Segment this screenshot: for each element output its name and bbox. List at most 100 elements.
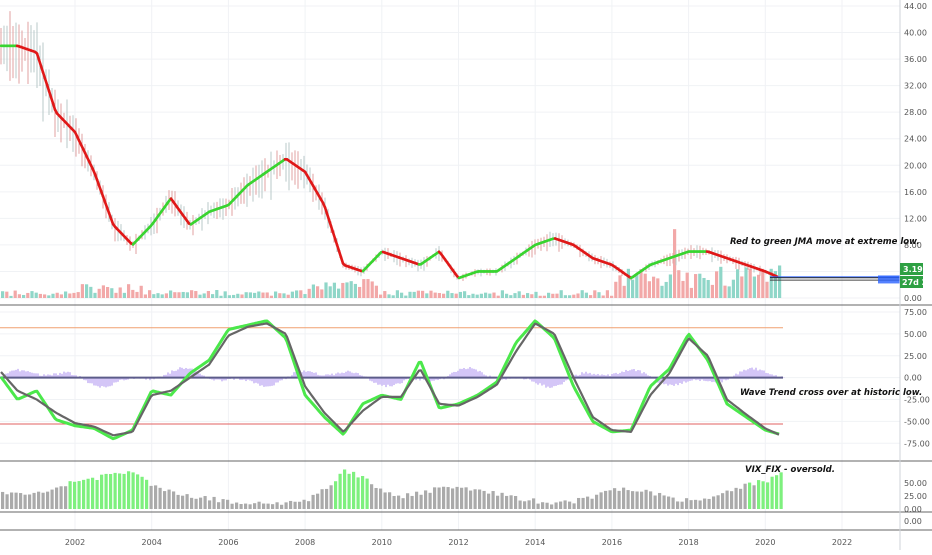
volume-bar bbox=[320, 289, 323, 298]
vixfix-bar bbox=[55, 488, 58, 509]
histogram-bar bbox=[23, 370, 25, 377]
volume-bar bbox=[177, 292, 180, 298]
histogram-bar bbox=[383, 378, 385, 385]
volume-bar bbox=[316, 286, 319, 298]
histogram-bar bbox=[259, 378, 261, 386]
volume-bar bbox=[30, 291, 33, 298]
vixfix-bar bbox=[244, 504, 247, 509]
vixfix-bar bbox=[622, 488, 625, 509]
volume-bar bbox=[438, 293, 441, 298]
vixfix-bar bbox=[483, 491, 486, 509]
vixfix-bar bbox=[415, 492, 418, 509]
volume-bar bbox=[526, 293, 529, 298]
histogram-bar bbox=[763, 371, 765, 378]
vixfix-bar bbox=[69, 481, 72, 509]
histogram-bar bbox=[271, 378, 273, 386]
volume-bar bbox=[744, 268, 747, 298]
volume-bar bbox=[778, 265, 781, 298]
volume-bar bbox=[362, 279, 365, 298]
vixfix-bar bbox=[582, 498, 585, 509]
volume-bar bbox=[228, 295, 231, 298]
vixfix-bar bbox=[528, 500, 531, 509]
volume-bar bbox=[358, 287, 361, 298]
vixfix-bar bbox=[24, 495, 27, 509]
volume-bar bbox=[329, 286, 332, 298]
volume-bar bbox=[333, 283, 336, 298]
histogram-bar bbox=[381, 378, 383, 386]
histogram-bar bbox=[541, 378, 543, 386]
volume-bar bbox=[261, 293, 264, 298]
vixfix-bar bbox=[555, 502, 558, 509]
vixfix-bar bbox=[559, 502, 562, 509]
price-y-tick: 36.00 bbox=[904, 55, 927, 64]
wt-y-tick: 25.00 bbox=[904, 352, 927, 361]
vixfix-bar bbox=[649, 491, 652, 509]
volume-bar bbox=[715, 271, 718, 298]
histogram-bar bbox=[549, 378, 551, 388]
vixfix-bar bbox=[640, 492, 643, 509]
volume-bar bbox=[14, 291, 17, 298]
histogram-bar bbox=[387, 378, 389, 385]
vixfix-bar bbox=[388, 492, 391, 509]
vixfix-bar bbox=[348, 474, 351, 509]
vixfix-bar bbox=[141, 477, 144, 509]
histogram-bar bbox=[637, 370, 639, 378]
volume-bar bbox=[119, 287, 122, 298]
vixfix-bar bbox=[145, 480, 148, 509]
vixfix-bar bbox=[393, 496, 396, 509]
vixfix-bar bbox=[658, 493, 661, 509]
x-tick-label: 2006 bbox=[218, 538, 238, 547]
histogram-bar bbox=[557, 378, 559, 385]
price-y-tick: 0.00 bbox=[904, 294, 922, 303]
volume-bar bbox=[5, 292, 8, 298]
vixfix-bar bbox=[231, 504, 234, 509]
volume-bar bbox=[249, 292, 252, 298]
wavetrend-annotation: Wave Trend cross over at historic low. bbox=[740, 388, 922, 398]
volume-bar bbox=[350, 281, 353, 298]
histogram-bar bbox=[393, 378, 395, 385]
vixfix-bar bbox=[321, 489, 324, 509]
histogram-bar bbox=[755, 368, 757, 378]
vixfix-bar bbox=[447, 487, 450, 509]
vixfix-bar bbox=[460, 488, 463, 509]
vixfix-bar bbox=[510, 495, 513, 509]
vixfix-bar bbox=[631, 491, 634, 509]
volume-bar bbox=[299, 290, 302, 298]
vixfix-bar bbox=[150, 486, 153, 509]
vixfix-bar bbox=[496, 496, 499, 509]
histogram-bar bbox=[757, 371, 759, 378]
vixfix-bar bbox=[298, 502, 301, 509]
vixfix-bar bbox=[667, 497, 670, 509]
wt-y-tick: 50.00 bbox=[904, 330, 927, 339]
volume-bar bbox=[81, 284, 84, 298]
volume-bar bbox=[236, 294, 239, 298]
vixfix-bar bbox=[262, 504, 265, 509]
volume-bar bbox=[421, 291, 424, 298]
histogram-bar bbox=[391, 378, 393, 387]
volume-bar bbox=[589, 295, 592, 298]
price-y-tick: 12.00 bbox=[904, 214, 927, 223]
volume-bar bbox=[207, 291, 210, 298]
vixfix-bar bbox=[537, 504, 540, 509]
vixfix-bar bbox=[690, 500, 693, 509]
volume-bar bbox=[425, 293, 428, 298]
histogram-bar bbox=[743, 370, 745, 378]
volume-bar bbox=[614, 282, 617, 298]
histogram-bar bbox=[15, 370, 17, 378]
last-price-badge: 3.19 bbox=[900, 263, 923, 275]
vixfix-bar bbox=[289, 501, 292, 509]
volume-bar bbox=[404, 296, 407, 298]
vixfix-bar bbox=[87, 479, 90, 509]
histogram-bar bbox=[475, 369, 477, 377]
histogram-bar bbox=[103, 378, 105, 387]
histogram-bar bbox=[263, 378, 265, 387]
vixfix-bar bbox=[748, 483, 751, 509]
histogram-bar bbox=[457, 371, 459, 378]
vixfix-bar bbox=[109, 474, 112, 509]
volume-bar bbox=[274, 292, 277, 298]
histogram-bar bbox=[761, 370, 763, 377]
vixfix-bar bbox=[546, 503, 549, 509]
vixfix-bar bbox=[568, 502, 571, 509]
